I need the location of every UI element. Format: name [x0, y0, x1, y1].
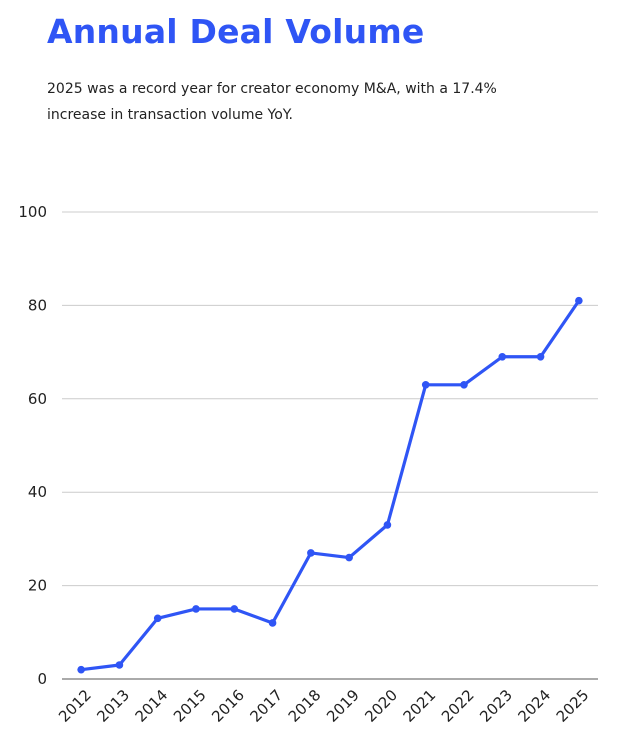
x-tick-label: 2019 [323, 686, 363, 726]
x-tick-label: 2023 [476, 686, 516, 726]
x-tick-label: 2025 [553, 686, 593, 726]
x-tick-label: 2013 [93, 686, 133, 726]
data-point [460, 380, 468, 389]
x-tick-label: 2021 [400, 686, 440, 726]
x-tick-label: 2024 [514, 686, 554, 726]
data-point [230, 605, 239, 613]
data-point [307, 549, 315, 557]
data-point [383, 521, 392, 529]
y-tick-label: 100 [18, 203, 47, 221]
y-tick-label: 60 [28, 390, 47, 408]
chart-subtitle: 2025 was a record year for creator econo… [47, 81, 497, 123]
x-tick-label: 2012 [55, 686, 95, 726]
x-tick-label: 2014 [132, 686, 172, 726]
data-point [268, 619, 277, 627]
data-point [421, 380, 430, 389]
series-line [80, 299, 581, 672]
y-tick-label: 40 [28, 483, 47, 501]
data-point [153, 614, 162, 623]
data-point [536, 352, 545, 361]
x-tick-label: 2015 [170, 686, 210, 726]
data-point [192, 605, 200, 613]
x-tick-label: 2018 [285, 686, 325, 726]
x-tick-label: 2017 [246, 686, 286, 726]
data-point [498, 352, 507, 361]
x-tick-label: 2022 [438, 686, 478, 726]
data-point [115, 661, 124, 669]
y-tick-label: 80 [28, 296, 47, 314]
data-point [575, 296, 583, 305]
y-tick-label: 0 [37, 670, 47, 688]
data-point [345, 553, 353, 562]
x-tick-label: 2020 [361, 686, 401, 726]
y-tick-label: 20 [28, 577, 47, 595]
data-point [77, 665, 85, 674]
x-tick-label: 2016 [208, 686, 248, 726]
chart-title: Annual Deal Volume [47, 12, 425, 51]
